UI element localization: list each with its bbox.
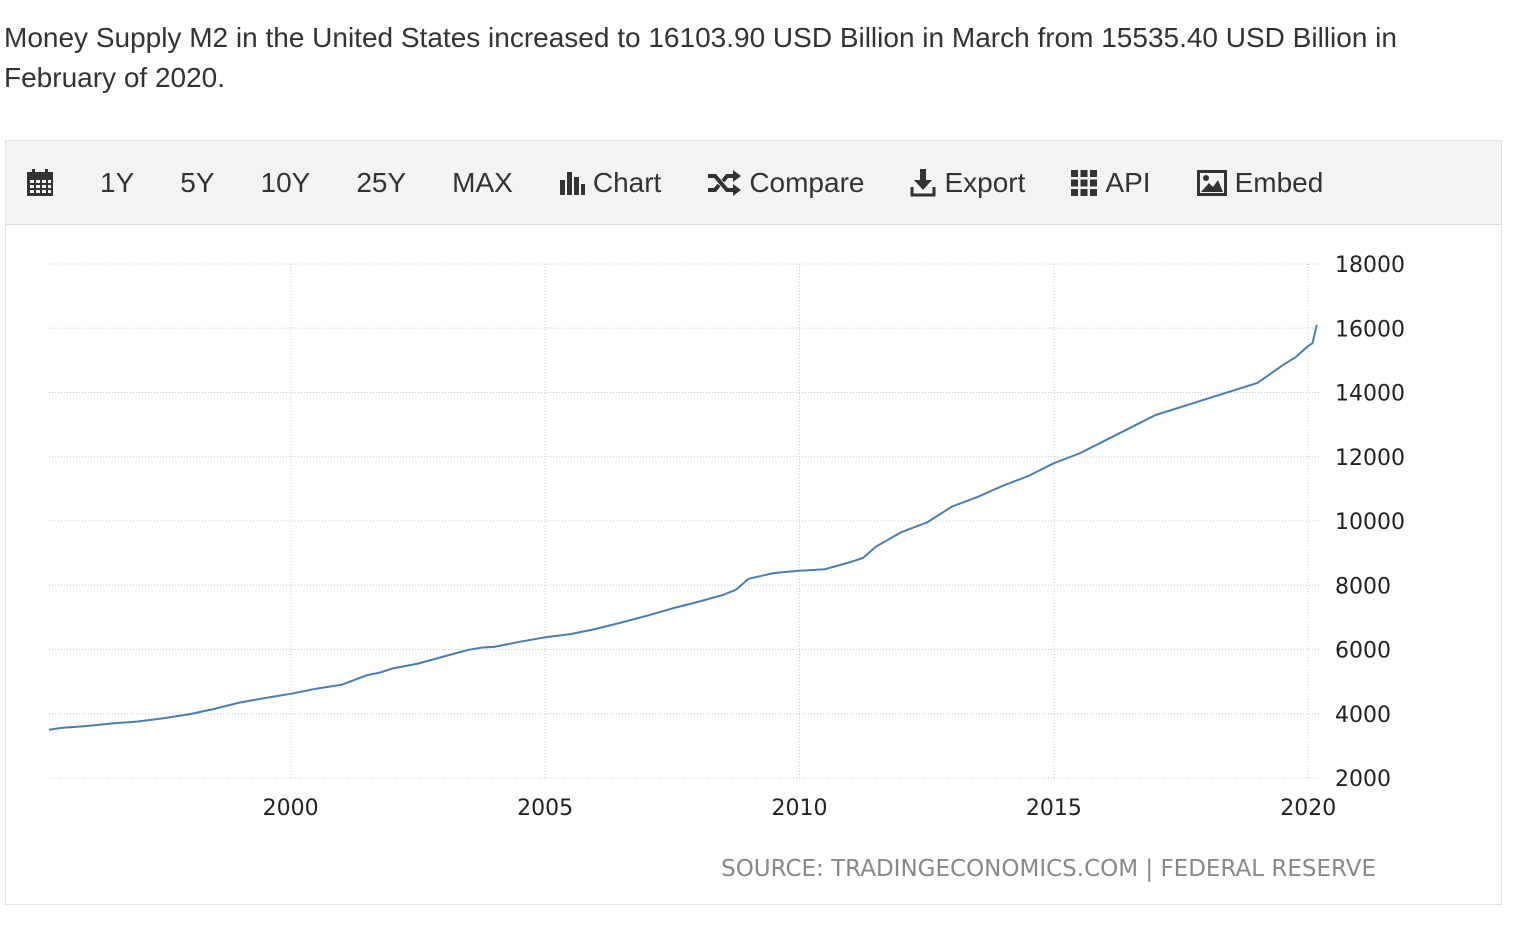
bar-chart-icon xyxy=(559,171,585,195)
chart-description: Money Supply M2 in the United States inc… xyxy=(4,22,1397,93)
y-tick-label: 18000 xyxy=(1335,253,1405,278)
x-tick-label: 2010 xyxy=(771,796,827,821)
line-chart: 2000 4000 6000 8000 10000 12000 14000 16000 1800… xyxy=(48,253,1405,882)
chart-area: 2000 4000 6000 8000 10000 12000 14000 16000 1800… xyxy=(6,225,1501,905)
grid-icon xyxy=(1071,169,1098,196)
source-label: SOURCE: TRADINGECONOMICS.COM | FEDERAL R… xyxy=(721,856,1376,882)
y-tick-label: 8000 xyxy=(1335,574,1391,599)
chart-panel: 1Y 5Y 10Y 25Y MAX Chart Compare xyxy=(5,140,1502,905)
range-5y-button[interactable]: 5Y xyxy=(180,166,215,198)
range-25y-button[interactable]: 25Y xyxy=(356,166,407,198)
chart-button-label: Chart xyxy=(592,166,662,198)
y-tick-label: 4000 xyxy=(1335,703,1391,728)
x-tick-label: 2000 xyxy=(263,796,319,821)
x-tick-label: 2020 xyxy=(1280,796,1336,821)
y-tick-label: 6000 xyxy=(1335,639,1391,664)
image-icon xyxy=(1196,169,1227,196)
y-tick-label: 10000 xyxy=(1335,510,1405,535)
compare-button-label: Compare xyxy=(749,166,865,198)
compare-button[interactable]: Compare xyxy=(707,167,864,199)
chart-button[interactable]: Chart xyxy=(559,167,661,199)
y-tick-label: 16000 xyxy=(1335,317,1405,342)
embed-button[interactable]: Embed xyxy=(1196,166,1324,199)
export-button-label: Export xyxy=(944,166,1026,198)
calendar-icon xyxy=(27,168,53,196)
range-1y-button[interactable]: 1Y xyxy=(100,166,135,198)
y-tick-label: 14000 xyxy=(1335,382,1405,407)
range-10y-button[interactable]: 10Y xyxy=(260,166,311,198)
export-button[interactable]: Export xyxy=(910,167,1025,199)
chart-toolbar: 1Y 5Y 10Y 25Y MAX Chart Compare xyxy=(6,141,1501,225)
calendar-button[interactable] xyxy=(26,168,54,197)
embed-button-label: Embed xyxy=(1234,166,1324,198)
api-button-label: API xyxy=(1105,166,1151,198)
y-tick-label: 12000 xyxy=(1335,446,1405,471)
y-tick-label: 2000 xyxy=(1335,767,1391,792)
x-tick-label: 2005 xyxy=(517,796,573,821)
api-button[interactable]: API xyxy=(1071,166,1151,199)
series-line-m2 xyxy=(48,324,1318,731)
x-tick-label: 2015 xyxy=(1026,796,1082,821)
download-icon xyxy=(910,168,936,196)
range-max-button[interactable]: MAX xyxy=(452,166,513,198)
shuffle-icon xyxy=(708,169,742,196)
